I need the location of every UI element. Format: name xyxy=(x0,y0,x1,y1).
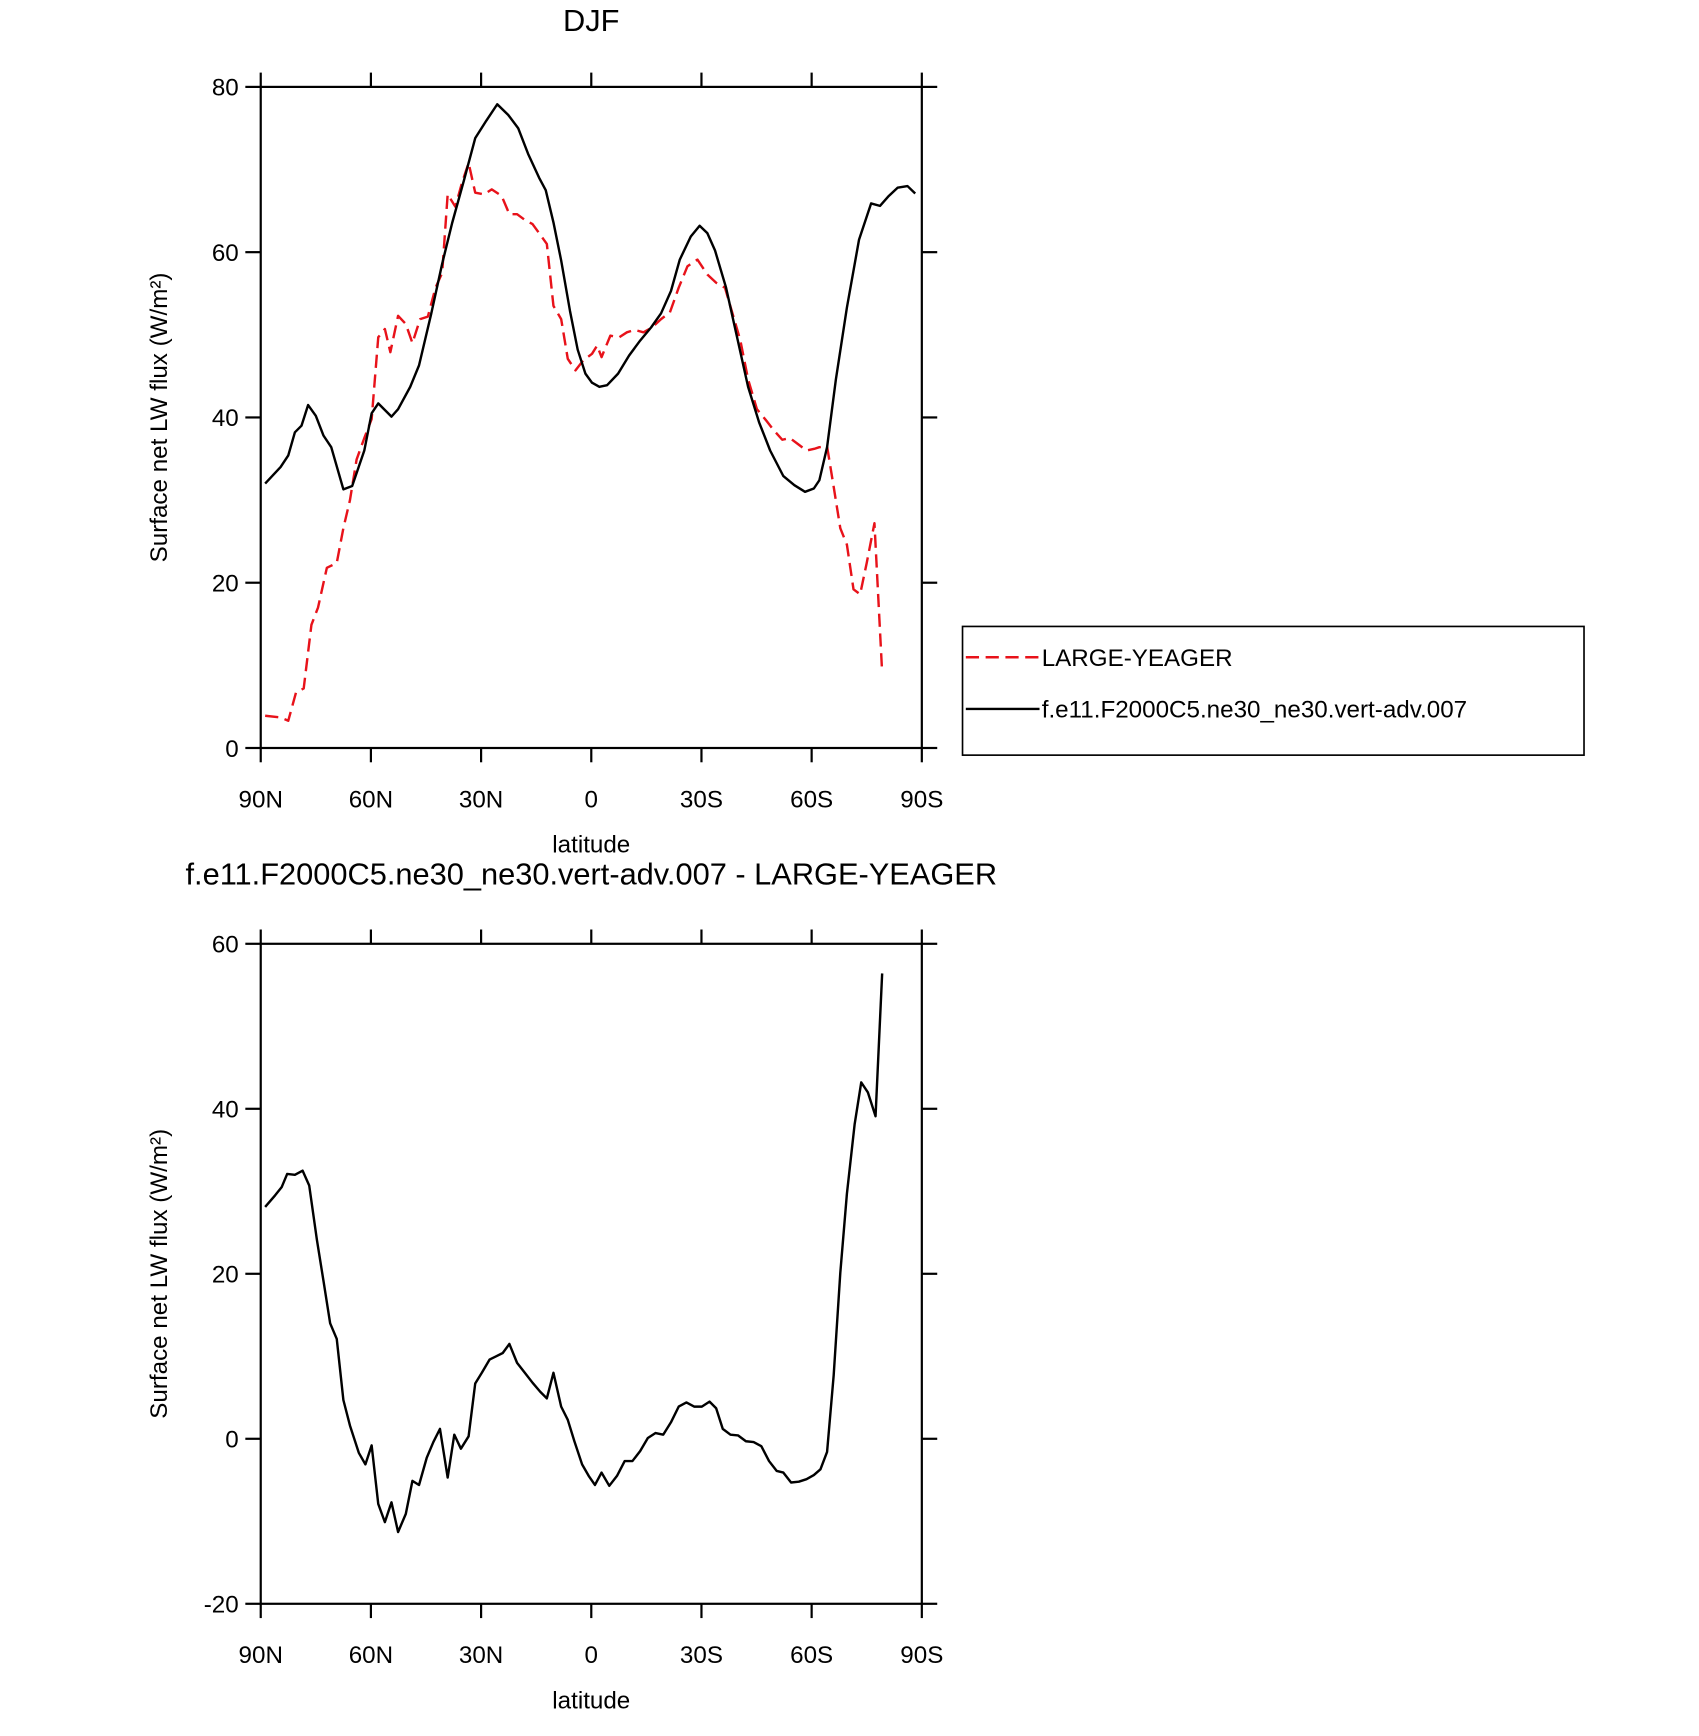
y-tick-label: 80 xyxy=(212,75,239,102)
x-tick-label: 90N xyxy=(239,1642,283,1669)
chart-title: f.e11.F2000C5.ne30_ne30.vert-adv.007 - L… xyxy=(185,856,997,891)
plot-frame xyxy=(259,942,923,1605)
legend: LARGE-YEAGER f.e11.F2000C5.ne30_ne30.vert… xyxy=(961,625,1585,756)
x-tick-label: 60N xyxy=(349,786,393,813)
y-tick-label: 20 xyxy=(212,571,239,598)
x-tick-label: 0 xyxy=(585,786,598,813)
y-tick-label: 40 xyxy=(212,405,239,432)
x-tick-label: 30N xyxy=(459,1642,503,1669)
y-tick-label: 40 xyxy=(212,1097,239,1124)
legend-label: f.e11.F2000C5.ne30_ne30.vert-adv.007 xyxy=(1042,697,1467,724)
chart-panel: DJF 0 20 40 60 80 90N 60N 30N 0 30S 60S 90S latitude S… xyxy=(146,3,1585,858)
x-tick-label: 0 xyxy=(585,1642,598,1669)
y-axis-label: Surface net LW flux (W/m²) xyxy=(146,1129,173,1419)
legend-box xyxy=(961,625,1585,756)
x-axis-label: latitude xyxy=(552,1687,630,1714)
x-tick-label: 60S xyxy=(790,786,833,813)
x-tick-label: 30N xyxy=(459,786,503,813)
x-axis-label: latitude xyxy=(552,831,630,858)
y-tick-label: 0 xyxy=(225,736,238,763)
chart-panel: f.e11.F2000C5.ne30_ne30.vert-adv.007 - L… xyxy=(146,856,997,1714)
y-tick-label: -20 xyxy=(204,1592,239,1619)
y-axis-label: Surface net LW flux (W/m²) xyxy=(146,273,173,563)
chart-title: DJF xyxy=(563,3,619,38)
x-tick-label: 90S xyxy=(900,786,943,813)
y-tick-label: 20 xyxy=(212,1262,239,1289)
x-tick-label: 30S xyxy=(680,1642,723,1669)
x-tick-label: 60N xyxy=(349,1642,393,1669)
data-line xyxy=(264,103,917,494)
y-tick-label: 60 xyxy=(212,932,239,959)
y-tick-label: 0 xyxy=(225,1427,238,1454)
x-tick-label: 30S xyxy=(680,786,723,813)
y-tick-label: 60 xyxy=(212,240,239,267)
x-tick-label: 90S xyxy=(900,1642,943,1669)
legend-label: LARGE-YEAGER xyxy=(1042,645,1233,672)
x-tick-label: 60S xyxy=(790,1642,833,1669)
data-line xyxy=(265,161,884,722)
x-tick-label: 90N xyxy=(239,786,283,813)
data-line xyxy=(264,973,884,1534)
plot-frame xyxy=(259,85,923,750)
